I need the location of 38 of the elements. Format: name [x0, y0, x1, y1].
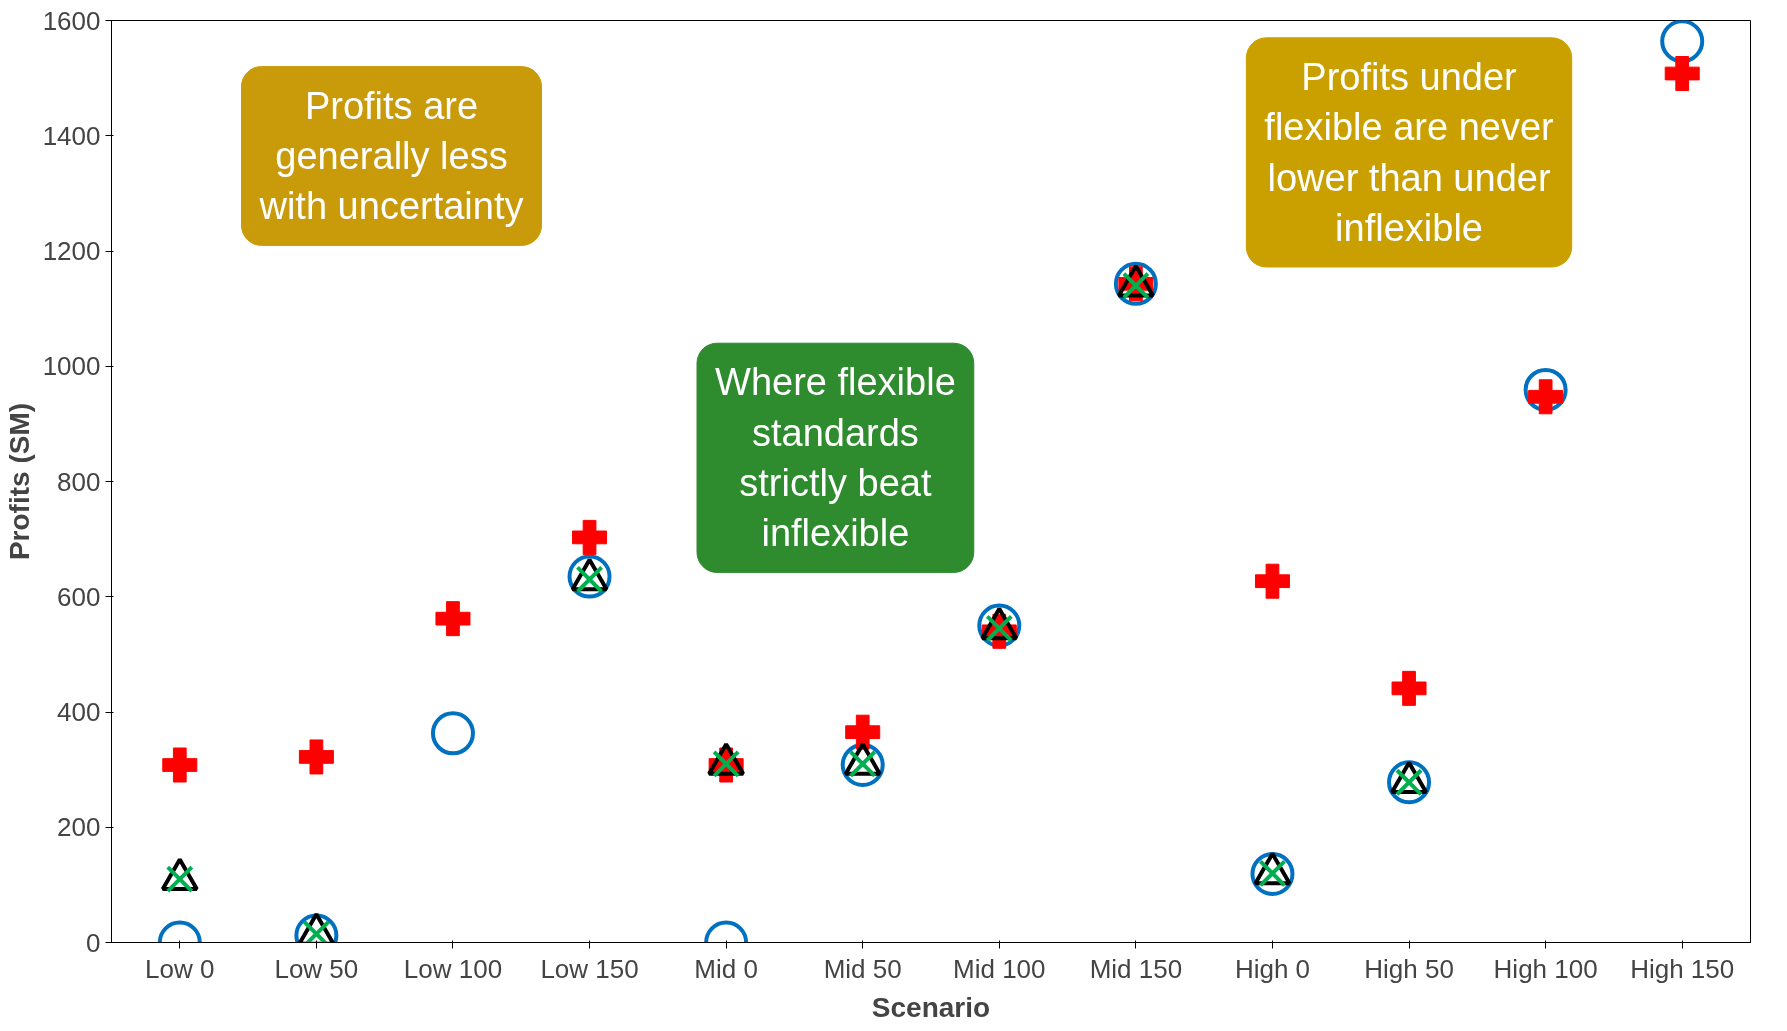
x-axis-title: Scenario — [871, 991, 991, 1023]
y-tick-label: 1200 — [42, 236, 101, 266]
point — [430, 711, 475, 756]
y-tick-label: 200 — [57, 812, 101, 843]
y-tick-label: 0 — [86, 927, 101, 958]
y-tick-label: 1600 — [42, 5, 101, 36]
point — [567, 554, 612, 599]
x-tick-label: Low 50 — [274, 953, 359, 984]
y-tick-label: 400 — [57, 697, 101, 727]
annotation: Profits are generally less with uncertainty — [258, 84, 524, 228]
point — [298, 739, 334, 775]
x-tick-label: Low 150 — [540, 953, 639, 984]
x-tick-label: High 150 — [1630, 953, 1735, 984]
x-tick-label: Mid 100 — [953, 953, 1046, 984]
point — [162, 747, 198, 783]
point — [1391, 670, 1427, 706]
point — [1387, 760, 1432, 805]
point — [1254, 563, 1290, 599]
annotation: Profits under flexible are never lower than under inflexible — [1264, 55, 1555, 249]
y-tick-label: 1000 — [42, 351, 101, 382]
x-tick-label: High 100 — [1493, 953, 1598, 984]
point — [572, 519, 608, 555]
x-tick-label: Mid 50 — [823, 953, 902, 984]
y-tick-label: 600 — [57, 581, 101, 612]
x-tick-label: High 0 — [1234, 953, 1311, 984]
x-tick-label: Low 0 — [145, 953, 215, 984]
point — [1250, 851, 1295, 896]
y-axis-title: Profits (SM) — [3, 402, 35, 561]
x-tick-label: High 50 — [1364, 953, 1454, 984]
y-tick-label: 800 — [57, 466, 101, 497]
point — [1664, 56, 1700, 92]
x-tick-label: Mid 150 — [1089, 953, 1183, 984]
point — [845, 714, 881, 750]
x-tick-label: Low 100 — [403, 953, 503, 984]
y-tick-label: 1400 — [42, 120, 101, 151]
x-tick-label: Mid 0 — [694, 953, 758, 984]
point — [435, 601, 471, 637]
annotation: Where flexible standards strictly beat inflexible — [715, 361, 956, 555]
